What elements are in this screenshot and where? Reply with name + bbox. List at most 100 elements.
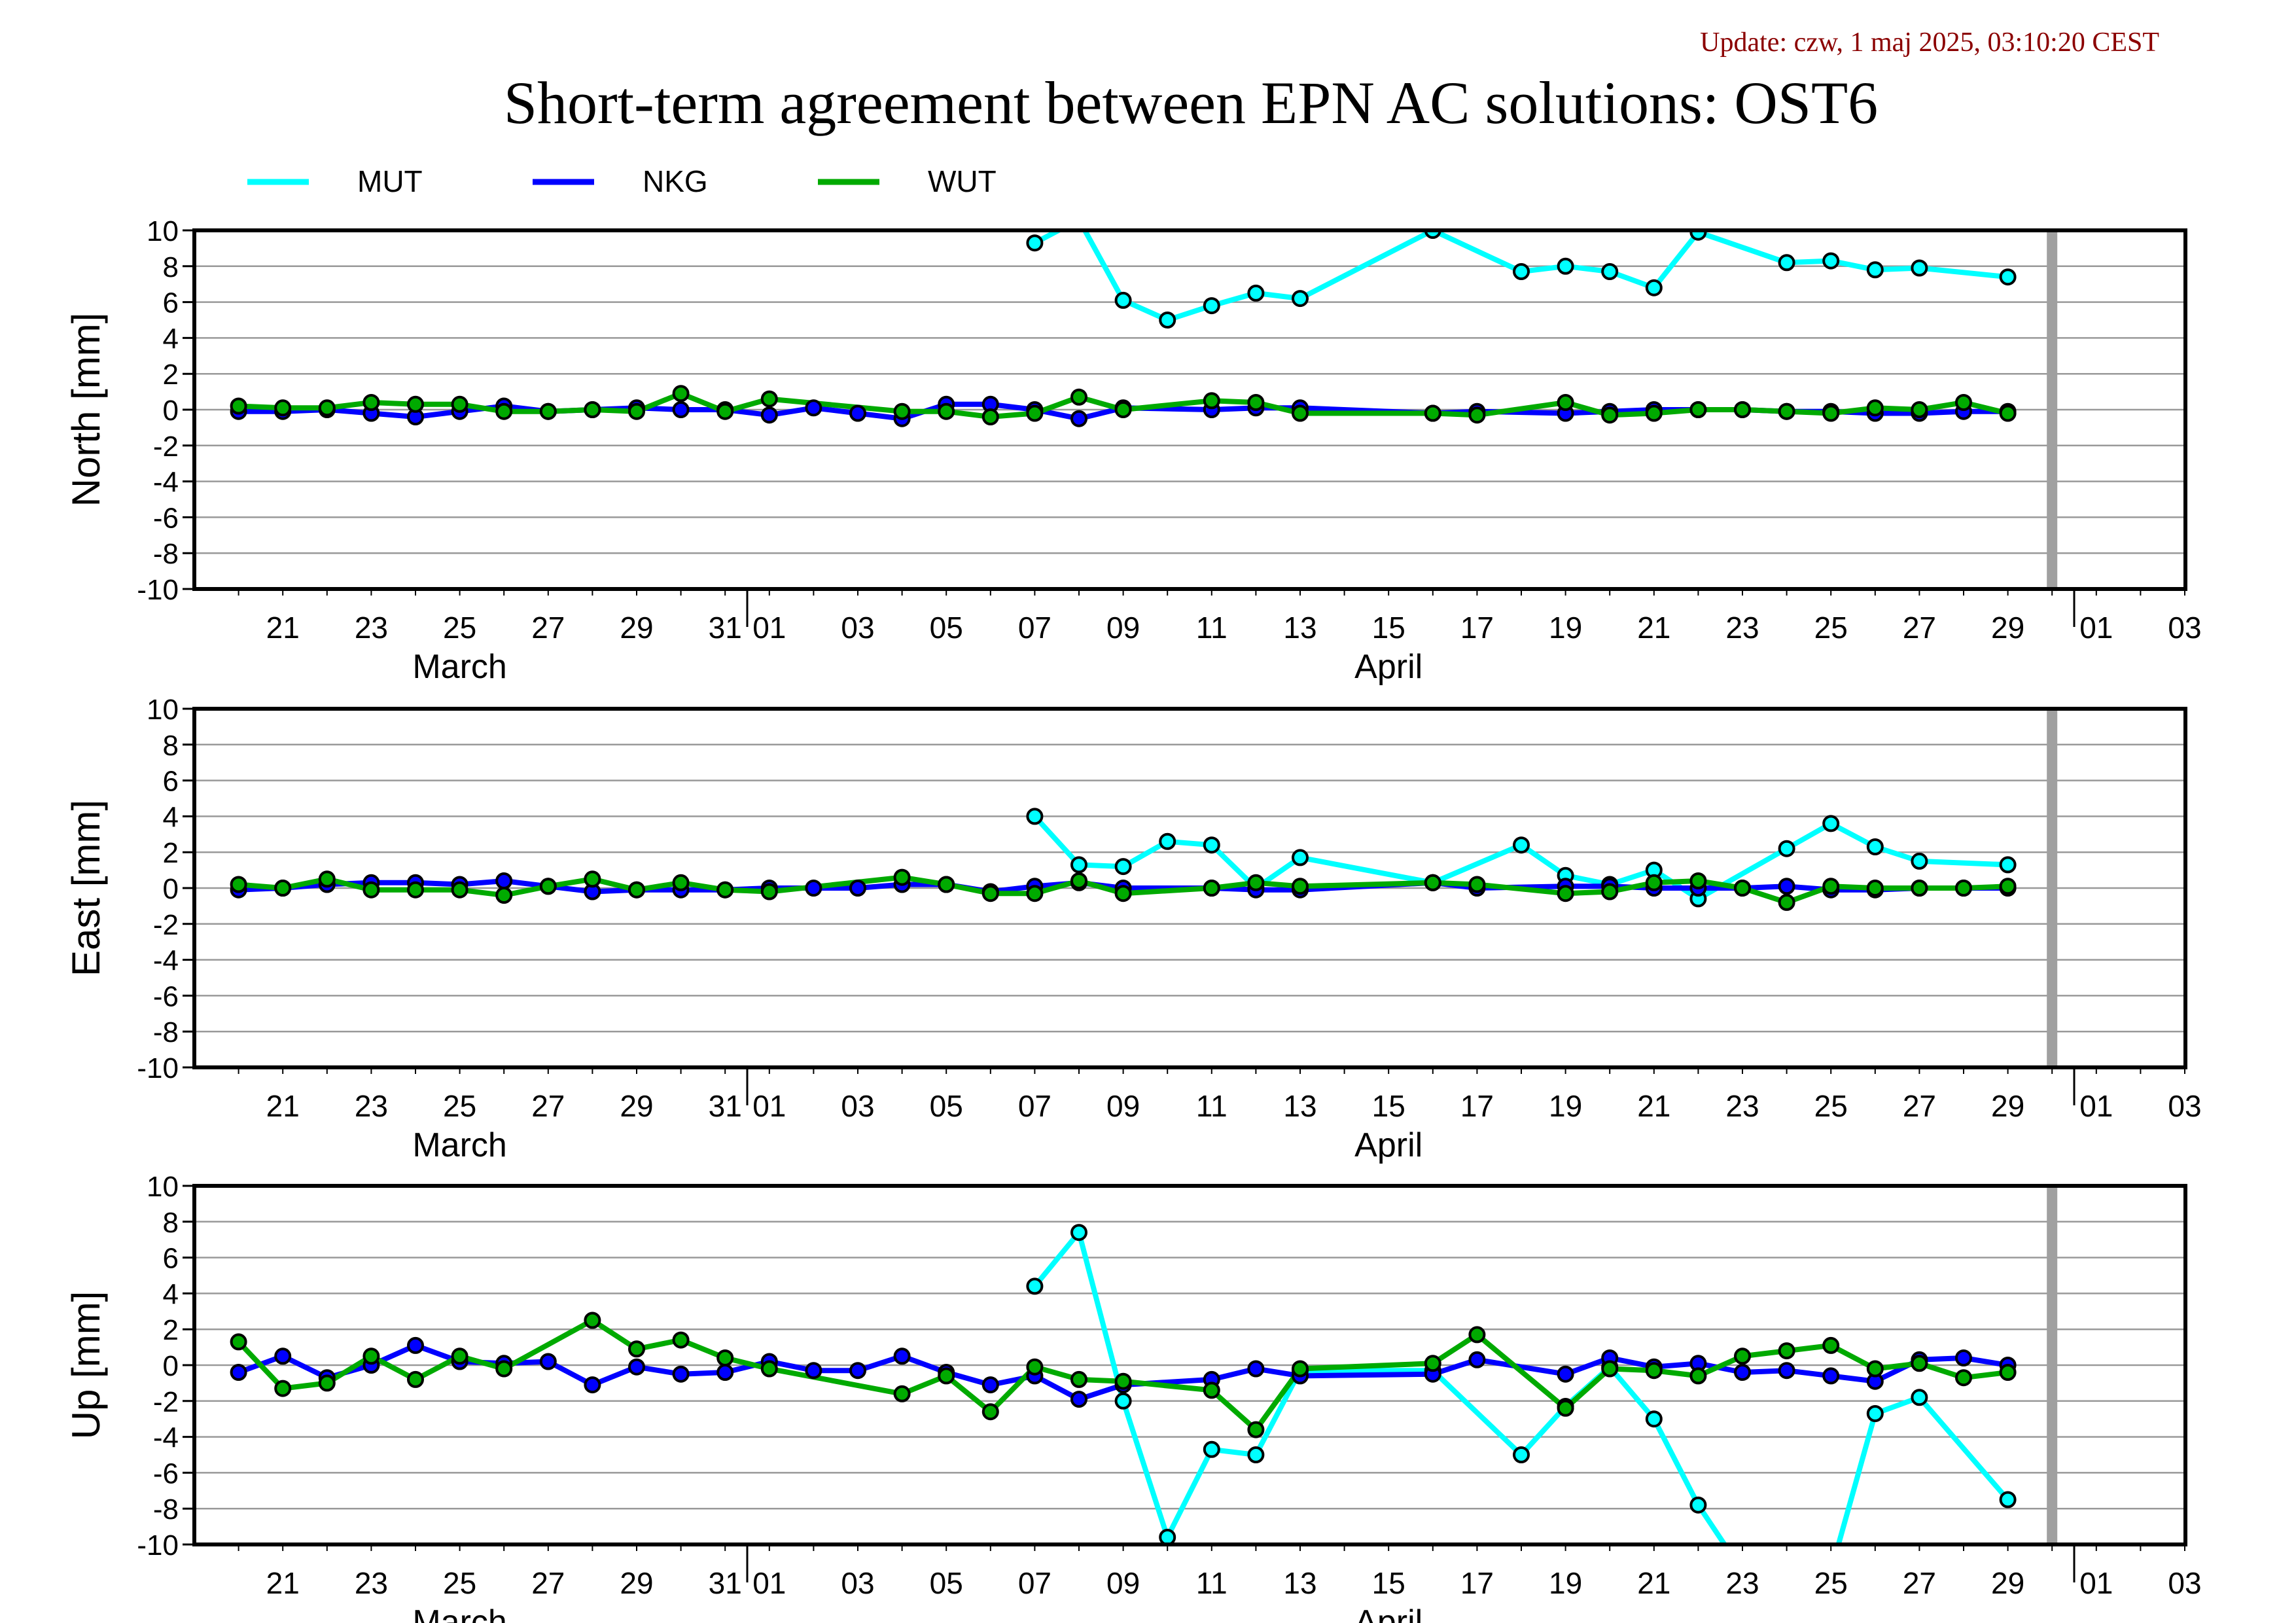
east-panel: -10 -8 -6-4 -2 0 2 46 8 10 East [mm] 21 23 25 27 29 31 0…: [64, 694, 2202, 1164]
data-point-wut: [1999, 404, 2017, 422]
data-point-nkg: [672, 1365, 690, 1383]
data-point-wut: [981, 1403, 999, 1421]
series-line-mut: [1033, 1230, 2010, 1544]
x-tick-label: 29: [620, 1089, 653, 1123]
month-label-march: March: [412, 1126, 506, 1164]
data-point-wut: [1999, 1364, 2017, 1381]
y-tick-label: -10: [137, 1529, 179, 1561]
x-tick-label: 25: [443, 1089, 476, 1123]
legend: MUT NKG WUT: [247, 164, 997, 198]
data-point-wut: [893, 402, 911, 420]
y-tick-label: 0: [163, 395, 179, 427]
y-tick-label: 8: [163, 251, 179, 283]
data-point-wut: [1601, 883, 1619, 901]
data-point-wut: [230, 876, 247, 893]
data-point-wut: [628, 402, 645, 420]
data-point-wut: [1689, 401, 1707, 418]
y-tick-label: -8: [153, 538, 179, 570]
north-axis-label: North [mm]: [64, 313, 108, 507]
data-point-wut: [1114, 401, 1132, 418]
data-point-wut: [1955, 880, 1972, 897]
data-point-wut: [1468, 876, 1486, 893]
up-axis-label: Up [mm]: [64, 1291, 108, 1440]
data-point-wut: [1601, 1360, 1619, 1378]
x-tick-label: 11: [1196, 1566, 1227, 1600]
y-tick-label: 10: [147, 694, 179, 726]
x-tick-label: 07: [1018, 611, 1051, 645]
data-point-mut: [1159, 312, 1176, 329]
data-point-wut: [1911, 1355, 1928, 1372]
x-tick-label: 25: [443, 611, 476, 645]
data-point-wut: [407, 395, 424, 413]
data-point-wut: [628, 1340, 645, 1358]
x-tick-label: 01: [2079, 1089, 2113, 1123]
data-point-nkg: [274, 1347, 292, 1365]
data-point-wut: [1292, 404, 1309, 422]
chart-title: Short-term agreement between EPN AC solu…: [504, 69, 1878, 136]
data-point-mut: [1513, 1446, 1530, 1463]
data-point-mut: [1070, 856, 1087, 874]
data-point-mut: [1026, 234, 1044, 252]
plot-frame: [192, 707, 2187, 1069]
data-point-mut: [1159, 1529, 1176, 1544]
x-tick-label: 23: [355, 1089, 388, 1123]
data-point-mut: [1822, 252, 1840, 270]
data-point-wut: [1557, 1399, 1574, 1417]
data-point-wut: [938, 876, 955, 893]
data-point-wut: [495, 402, 513, 420]
data-point-mut: [1911, 1389, 1928, 1406]
data-point-nkg: [628, 1358, 645, 1376]
data-point-wut: [274, 880, 292, 897]
x-tick-label: 09: [1106, 611, 1140, 645]
y-tick-label: -10: [137, 1052, 179, 1084]
data-point-wut: [1778, 402, 1795, 420]
plot-frame: [192, 228, 2187, 591]
data-point-wut: [1734, 880, 1751, 897]
x-tick-label: 21: [1637, 611, 1670, 645]
data-point-wut: [539, 402, 557, 420]
data-point-wut: [1026, 885, 1044, 902]
data-point-mut: [1159, 832, 1176, 850]
data-point-mut: [1866, 261, 1884, 279]
data-point-wut: [1734, 401, 1751, 418]
data-point-mut: [1247, 284, 1265, 302]
data-point-wut: [981, 408, 999, 425]
x-tick-label: 29: [1991, 1089, 2024, 1123]
data-point-wut: [1778, 893, 1795, 911]
x-tick-label: 03: [2168, 1089, 2201, 1123]
data-point-wut: [716, 1349, 734, 1366]
data-point-mut: [1203, 836, 1220, 854]
data-point-wut: [672, 385, 690, 402]
x-tick-label: 01: [752, 1566, 786, 1600]
update-timestamp: Update: czw, 1 maj 2025, 03:10:20 CEST: [1700, 27, 2159, 58]
data-point-mut: [1999, 1491, 2017, 1508]
data-point-wut: [1026, 1358, 1044, 1376]
data-point-nkg: [849, 1362, 866, 1380]
y-tick-label: -8: [153, 1493, 179, 1525]
y-tick-label: 8: [163, 730, 179, 762]
y-tick-label: -4: [153, 467, 179, 499]
data-point-wut: [1557, 394, 1574, 411]
y-tick-label: -4: [153, 1422, 179, 1454]
data-point-wut: [760, 390, 778, 408]
y-tick-label: -6: [153, 1457, 179, 1489]
x-tick-label: 05: [930, 1566, 963, 1600]
x-tick-label: 31: [709, 1566, 742, 1600]
data-point-mut: [1778, 840, 1795, 857]
data-point-mut: [1292, 290, 1309, 308]
x-tick-label: 23: [355, 611, 388, 645]
data-point-wut: [1247, 1421, 1265, 1438]
x-tick-label: 27: [531, 611, 565, 645]
data-point-wut: [451, 1347, 468, 1365]
data-point-wut: [584, 401, 601, 418]
y-tick-label: 6: [163, 1243, 179, 1275]
x-tick-label: 11: [1196, 611, 1227, 645]
data-point-nkg: [1955, 1349, 1972, 1366]
x-tick-label: 21: [1637, 1089, 1670, 1123]
data-point-nkg: [805, 1362, 822, 1380]
data-point-wut: [1557, 885, 1574, 902]
y-tick-label: 6: [163, 766, 179, 798]
data-point-wut: [1601, 406, 1619, 424]
